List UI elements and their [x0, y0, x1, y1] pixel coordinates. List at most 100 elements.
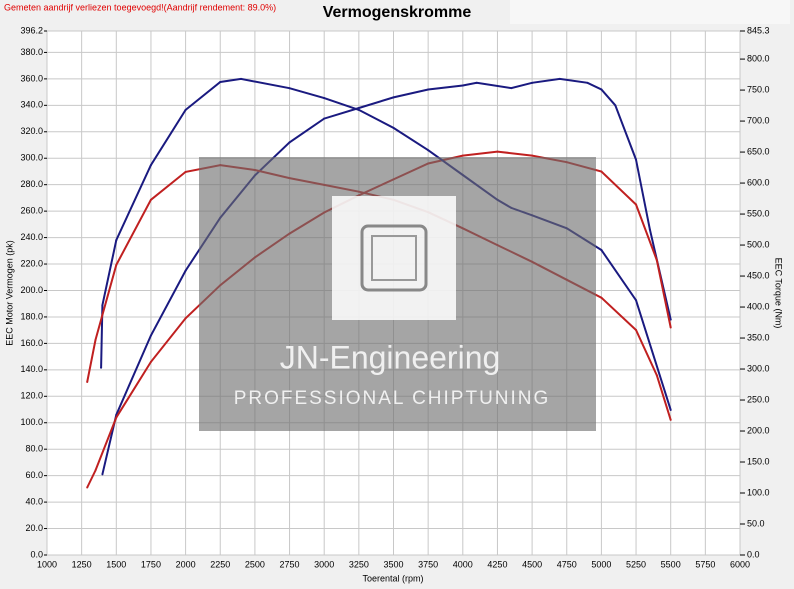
x-tick-label: 2000 — [176, 559, 196, 569]
x-tick-label: 3500 — [383, 559, 403, 569]
chart-title: Vermogenskromme — [323, 4, 472, 21]
data-point — [323, 97, 326, 100]
y-tick-label: 340.0 — [20, 100, 43, 110]
y-tick-label: 360.0 — [20, 73, 43, 83]
data-point — [655, 259, 658, 262]
x-tick-label: 3250 — [349, 559, 369, 569]
watermark: JN-Engineering PROFESSIONAL CHIPTUNING — [199, 157, 596, 431]
chip-icon-bg — [332, 196, 456, 320]
data-point — [614, 104, 617, 107]
y2-tick-label: 650.0 — [747, 146, 770, 156]
data-point — [94, 338, 97, 341]
data-point — [149, 164, 152, 167]
data-point — [558, 77, 561, 80]
data-point — [655, 374, 658, 377]
data-point — [600, 249, 603, 252]
header-box — [510, 0, 790, 24]
x-tick-label: 2500 — [245, 559, 265, 569]
data-point — [669, 408, 672, 411]
data-point — [392, 126, 395, 129]
data-point — [357, 108, 360, 111]
x-tick-label: 5000 — [591, 559, 611, 569]
data-point — [669, 326, 672, 329]
y2-tick-label: 250.0 — [747, 394, 770, 404]
y-tick-label: 0.0 — [30, 549, 43, 559]
data-point — [635, 328, 638, 331]
data-point — [461, 154, 464, 157]
chip-core — [371, 235, 417, 281]
y-tick-label: 240.0 — [20, 232, 43, 242]
y-tick-label: 220.0 — [20, 258, 43, 268]
data-point — [461, 84, 464, 87]
chip-icon — [360, 224, 428, 292]
x-tick-label: 1500 — [106, 559, 126, 569]
data-point — [240, 77, 243, 80]
data-point — [115, 239, 118, 242]
data-point — [496, 150, 499, 153]
data-point — [531, 81, 534, 84]
data-point — [184, 317, 187, 320]
y2-tick-label: 700.0 — [747, 115, 770, 125]
y-tick-label: 380.0 — [20, 47, 43, 57]
x-tick-label: 5750 — [695, 559, 715, 569]
data-point — [669, 418, 672, 421]
x-tick-label: 6000 — [730, 559, 750, 569]
y2-tick-label: 350.0 — [747, 332, 770, 342]
y2-tick-label: 600.0 — [747, 177, 770, 187]
y-tick-label: 260.0 — [20, 206, 43, 216]
x-tick-label: 1000 — [37, 559, 57, 569]
data-point — [101, 304, 104, 307]
note: Gemeten aandrijf verliezen toegevoegd!(A… — [4, 2, 276, 12]
watermark-subtitle: PROFESSIONAL CHIPTUNING — [234, 388, 551, 409]
y-tick-label: 40.0 — [25, 496, 43, 506]
y-tick-label: 60.0 — [25, 470, 43, 480]
data-point — [475, 81, 478, 84]
data-point — [219, 81, 222, 84]
y-tick-label: 320.0 — [20, 126, 43, 136]
data-point — [323, 117, 326, 120]
data-point — [101, 473, 104, 476]
y2-tick-label: 845.3 — [747, 25, 770, 35]
x-tick-label: 2250 — [210, 559, 230, 569]
y2-tick-label: 50.0 — [747, 518, 765, 528]
x-tick-label: 1750 — [141, 559, 161, 569]
x-axis-label: Toerental (rpm) — [362, 573, 423, 583]
y-tick-label: 100.0 — [20, 417, 43, 427]
y2-tick-label: 500.0 — [747, 239, 770, 249]
data-point — [86, 486, 89, 489]
y-tick-label: 80.0 — [25, 444, 43, 454]
y2-tick-label: 450.0 — [747, 270, 770, 280]
data-point — [392, 96, 395, 99]
y2-tick-label: 400.0 — [747, 301, 770, 311]
data-point — [184, 108, 187, 111]
y2-axis-label: EEC Torque (Nm) — [774, 258, 784, 329]
data-point — [648, 228, 651, 231]
data-point — [184, 269, 187, 272]
y2-tick-label: 0.0 — [747, 549, 760, 559]
data-point — [86, 381, 89, 384]
x-tick-label: 4500 — [522, 559, 542, 569]
y2-tick-label: 750.0 — [747, 84, 770, 94]
y-tick-label: 160.0 — [20, 338, 43, 348]
watermark-title: JN-Engineering — [280, 339, 501, 375]
y2-tick-label: 100.0 — [747, 487, 770, 497]
data-point — [635, 158, 638, 161]
y-tick-label: 140.0 — [20, 364, 43, 374]
y-tick-label: 280.0 — [20, 179, 43, 189]
data-point — [288, 141, 291, 144]
data-point — [115, 263, 118, 266]
data-point — [115, 416, 118, 419]
data-point — [531, 154, 534, 157]
data-point — [149, 198, 152, 201]
y-axis-label: EEC Motor Vermogen (pk) — [4, 240, 14, 346]
data-point — [288, 87, 291, 90]
x-tick-label: 4000 — [453, 559, 473, 569]
data-point — [586, 81, 589, 84]
x-tick-label: 5250 — [626, 559, 646, 569]
data-point — [94, 469, 97, 472]
x-tick-label: 1250 — [72, 559, 92, 569]
y-tick-label: 396.2 — [20, 25, 43, 35]
y2-tick-label: 150.0 — [747, 456, 770, 466]
